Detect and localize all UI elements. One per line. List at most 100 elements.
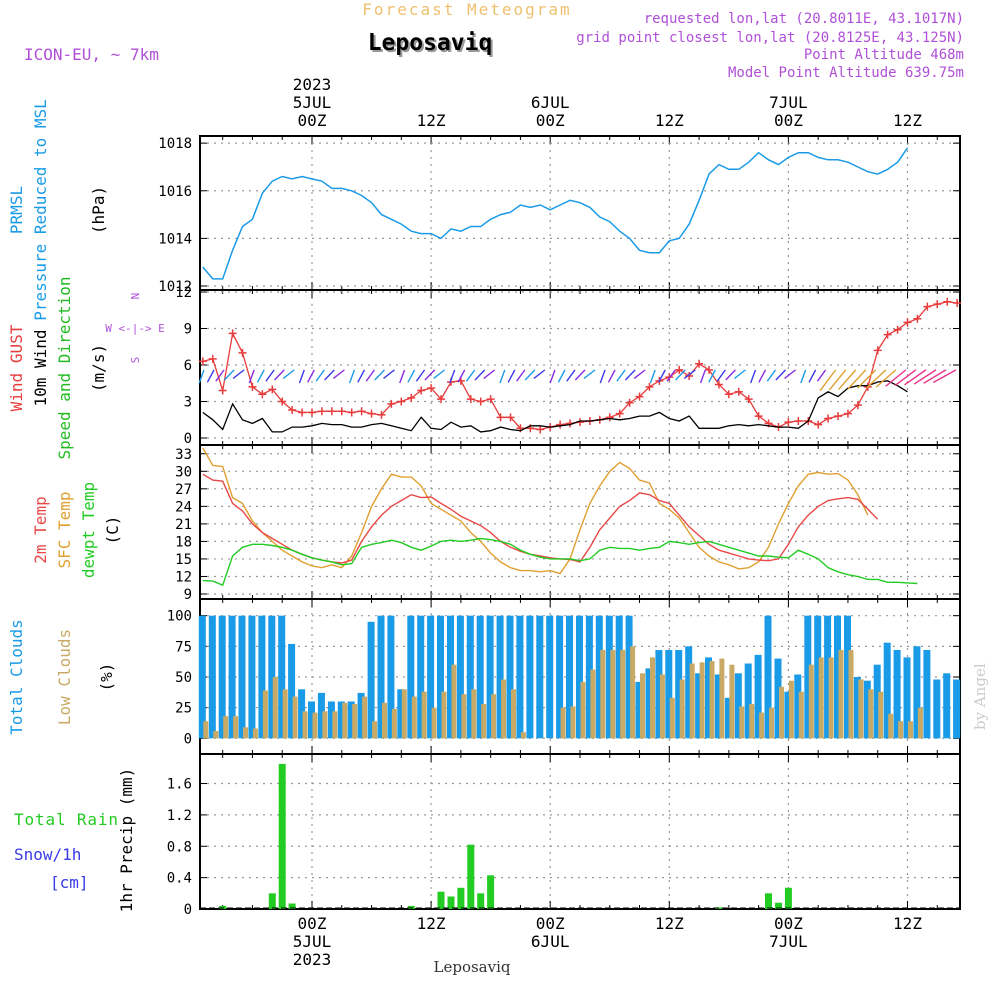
gust-marker — [288, 406, 297, 415]
low-cloud-bar — [898, 721, 904, 739]
wind-arrow — [913, 369, 937, 385]
wind-arrow — [415, 369, 426, 382]
wind-arrow — [766, 369, 777, 382]
gust-marker — [814, 420, 823, 429]
compass-s: S — [129, 357, 142, 364]
ytick-label: 0 — [184, 902, 192, 918]
wind-arrow — [633, 369, 646, 380]
wind-arrow — [624, 369, 636, 381]
low-cloud-bar — [739, 706, 745, 739]
gust-marker — [208, 354, 217, 363]
gust-marker — [744, 395, 753, 404]
wind-arrow — [716, 369, 726, 382]
wind-arrow — [457, 369, 466, 383]
wind-arrow — [348, 369, 356, 384]
low-cloud-bar — [520, 732, 526, 739]
ytick-label: 21 — [175, 517, 192, 533]
total-cloud-bar — [377, 615, 385, 739]
wind-arrow — [838, 369, 857, 390]
low-cloud-bar — [858, 679, 864, 739]
total-cloud-bar — [566, 615, 573, 739]
gust-marker — [724, 390, 733, 399]
low-cloud-bar — [223, 716, 229, 739]
total-cloud-bar — [357, 692, 365, 739]
low-cloud-bar — [818, 657, 824, 739]
wind-arrow — [374, 369, 385, 381]
watermark: by Angel — [971, 663, 989, 730]
gust-marker — [347, 408, 356, 417]
wind-arrow — [784, 369, 797, 380]
gust-marker — [387, 399, 396, 408]
point-altitude: Point Altitude 468m — [804, 47, 964, 63]
ytick-label: 1018 — [158, 136, 192, 152]
compass-indicator: N W <-|-> E S — [105, 293, 165, 364]
total-cloud-bar — [218, 615, 226, 739]
wind-arrow — [758, 369, 767, 383]
gust-marker — [903, 318, 912, 327]
wind-arrow — [449, 369, 456, 384]
low-cloud-bar — [788, 680, 794, 739]
low-cloud-bar — [689, 663, 695, 739]
total-cloud-bar — [556, 615, 564, 739]
low-cloud-bar — [679, 679, 685, 739]
total-cloud-bar — [754, 654, 762, 739]
rain-bar — [775, 902, 782, 909]
top-axis-label: 00Z — [774, 111, 803, 130]
panel-frame — [199, 753, 961, 910]
low-cloud-bar — [640, 673, 645, 739]
wind-arrow — [885, 369, 907, 387]
low-cloud-bar — [749, 704, 755, 739]
total-cloud-bar — [824, 615, 832, 739]
gust-marker — [754, 412, 763, 421]
wind-arrow — [658, 369, 666, 383]
bottom-axis-label: 12Z — [417, 914, 446, 933]
ytick-label: 1.6 — [167, 777, 192, 793]
total-cloud-bar — [238, 615, 246, 739]
gust-marker — [645, 382, 654, 391]
bottom-axis-label: 12Z — [893, 914, 922, 933]
gust-marker — [536, 425, 545, 434]
location-title: Leposaviq — [370, 32, 495, 58]
total-cloud-bar — [595, 615, 603, 739]
low-cloud-bar — [580, 681, 586, 739]
low-cloud-bar — [233, 716, 239, 739]
low-cloud-bar — [848, 650, 854, 739]
low-cloud-bar — [779, 686, 784, 739]
total-cloud-bar — [844, 615, 851, 739]
total-cloud-bar — [705, 657, 712, 739]
ytick-label: 18 — [175, 534, 192, 550]
panel-pressure: 1012 1014 1016 1018 — [158, 135, 961, 295]
rain-bar — [457, 887, 465, 909]
total-cloud-bar — [516, 615, 524, 739]
pressure-unit: (hPa) — [89, 186, 108, 234]
low-cloud-bar — [243, 727, 248, 739]
total-cloud-bar — [933, 679, 941, 739]
total-cloud-bar — [228, 615, 236, 739]
total-cloud-bar — [675, 650, 683, 739]
wind-arrow — [407, 369, 416, 383]
panels: 1012101410161018036912912151821242730330… — [158, 135, 962, 918]
total-cloud-bar — [437, 615, 444, 739]
low-cloud-bar — [610, 650, 616, 739]
low-cloud-bar — [719, 658, 725, 739]
direction-label: Speed and Direction — [55, 276, 74, 459]
ytick-label: 0.8 — [167, 839, 192, 855]
gust-marker — [486, 395, 495, 404]
low-cloud-bar — [461, 694, 467, 739]
total-cloud-bar — [645, 668, 653, 739]
total-cloud-bar — [327, 701, 335, 739]
rain-bar — [278, 763, 286, 909]
bottom-axis-label: 12Z — [655, 914, 684, 933]
wind-arrow — [549, 369, 556, 384]
low-cloud-bar — [302, 711, 308, 739]
panel-frame — [199, 135, 961, 291]
total-cloud-bar — [943, 673, 951, 739]
gust-marker — [278, 397, 287, 406]
low-cloud-bar — [669, 697, 675, 739]
total-cloud-bar — [486, 615, 494, 739]
wind-arrow — [800, 369, 807, 384]
gust-marker — [883, 330, 892, 339]
gust-marker — [675, 365, 684, 374]
gust-marker — [794, 416, 803, 425]
top-axis-label: 12Z — [893, 111, 922, 130]
